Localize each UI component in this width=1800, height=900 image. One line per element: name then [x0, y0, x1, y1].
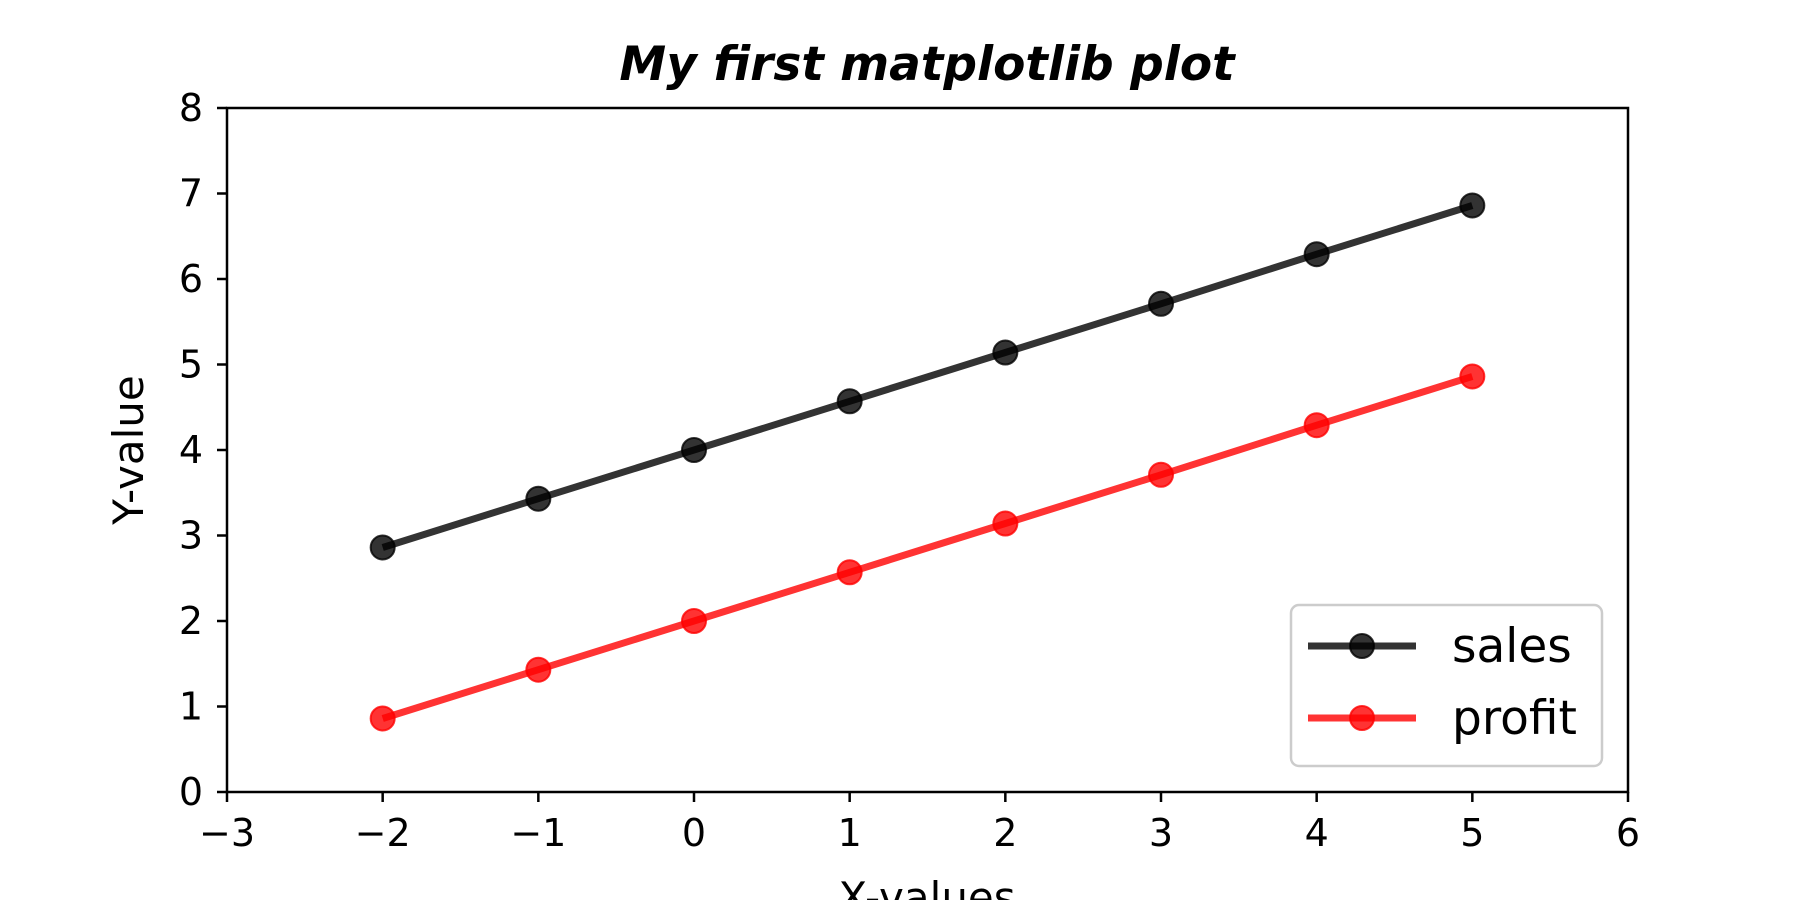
data-point-sales [1303, 241, 1330, 268]
data-point-sales [1459, 192, 1486, 219]
x-tick-label: 0 [682, 811, 706, 855]
y-tick-label: 5 [179, 343, 203, 387]
data-point-sales [681, 437, 707, 463]
y-axis-label: Y-value [104, 375, 153, 525]
legend-label-sales: sales [1452, 619, 1572, 674]
legend: sales profit [1289, 603, 1604, 768]
x-tick-label: 2 [993, 811, 1017, 855]
x-axis-label: X-values [838, 873, 1015, 900]
data-point-profit [681, 608, 707, 634]
x-tick-label: −2 [355, 811, 411, 855]
data-point-sales [836, 388, 863, 415]
x-tick-label: 3 [1149, 811, 1173, 855]
data-point-sales [525, 485, 552, 512]
series-line-sales [381, 202, 1474, 551]
data-point-profit [525, 656, 552, 683]
x-tick-label: 4 [1305, 811, 1329, 855]
data-point-sales [1148, 290, 1174, 317]
x-tick-label: −3 [199, 811, 255, 855]
y-tick-label: 4 [179, 428, 203, 472]
x-tick-label: 1 [838, 811, 862, 855]
data-point-profit [1148, 461, 1174, 488]
data-point-sales [369, 534, 396, 561]
legend-label-profit: profit [1452, 691, 1577, 746]
data-point-profit [836, 559, 863, 586]
data-point-profit [1459, 363, 1486, 390]
y-tick-label: 1 [179, 685, 203, 729]
data-point-profit [1303, 412, 1330, 439]
data-point-profit [369, 705, 396, 732]
x-tick-label: 5 [1460, 811, 1484, 855]
chart-title: My first matplotlib plot [619, 37, 1236, 92]
series-line-profit [381, 373, 1474, 722]
x-tick-label: 6 [1616, 811, 1640, 855]
y-tick-label: 8 [179, 86, 203, 130]
y-tick-label: 2 [179, 599, 203, 643]
data-point-profit [992, 510, 1019, 537]
y-tick-label: 3 [179, 514, 203, 558]
legend-marker-sales [1349, 633, 1375, 659]
x-tick-label: −1 [510, 811, 566, 855]
plot-area: −3 −2 −1 0 1 2 3 4 5 6 0 1 2 3 4 5 6 7 8 [179, 86, 1640, 855]
legend-marker-profit [1349, 705, 1375, 731]
y-tick-label: 6 [179, 257, 203, 301]
y-tick-label: 0 [179, 770, 203, 814]
y-tick-label: 7 [179, 172, 203, 216]
data-point-sales [992, 339, 1019, 366]
